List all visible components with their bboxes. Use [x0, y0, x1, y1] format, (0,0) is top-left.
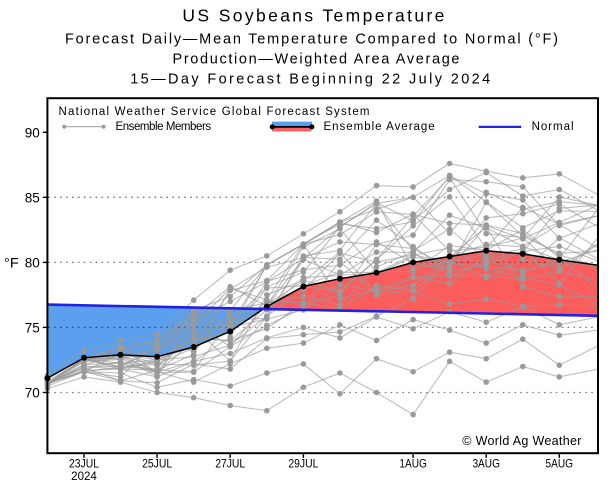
svg-text:© World Ag Weather: © World Ag Weather	[462, 434, 581, 448]
svg-text:1AUG: 1AUG	[399, 457, 427, 471]
svg-text:National Weather Service Globa: National Weather Service Global Forecast…	[59, 106, 370, 118]
svg-text:Ensemble Members: Ensemble Members	[116, 121, 212, 133]
svg-text:5AUG: 5AUG	[546, 457, 574, 471]
svg-text:90: 90	[25, 125, 40, 140]
svg-text:85: 85	[25, 190, 40, 205]
svg-text:3AUG: 3AUG	[472, 457, 500, 471]
svg-text:°F: °F	[4, 254, 19, 270]
svg-text:Production—Weighted Area Avera: Production—Weighted Area Average	[173, 52, 460, 68]
svg-text:75: 75	[25, 320, 40, 335]
svg-text:80: 80	[25, 255, 40, 270]
svg-text:Normal: Normal	[532, 121, 574, 133]
svg-text:Ensemble Average: Ensemble Average	[324, 121, 435, 133]
svg-text:70: 70	[25, 386, 40, 401]
svg-text:23JUL: 23JUL	[69, 457, 99, 471]
svg-text:25JUL: 25JUL	[142, 457, 172, 471]
svg-text:Forecast Daily—Mean Temperatur: Forecast Daily—Mean Temperature Compared…	[65, 31, 558, 47]
svg-text:27JUL: 27JUL	[215, 457, 245, 471]
svg-text:2024: 2024	[71, 469, 97, 483]
svg-text:29JUL: 29JUL	[288, 457, 318, 471]
